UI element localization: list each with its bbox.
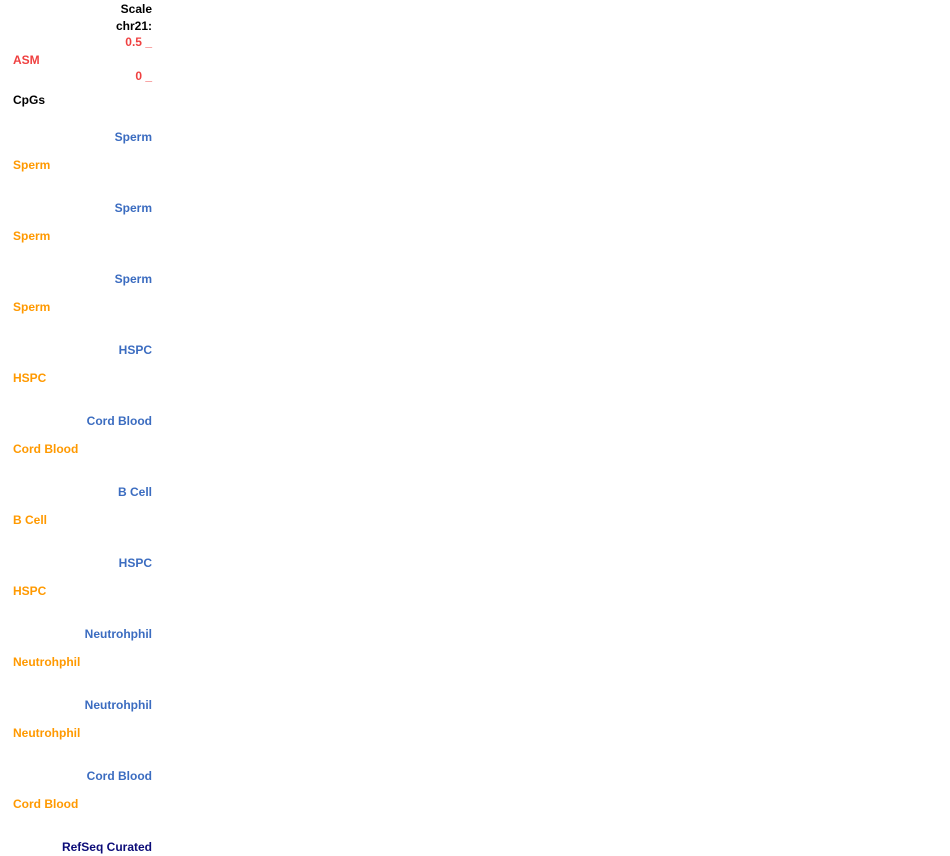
chromosome-position-label: chr21:	[115, 19, 152, 33]
track-left-label[interactable]: Neutrohphil	[13, 726, 81, 740]
track-left-label[interactable]: Sperm	[13, 158, 51, 172]
track-left-label[interactable]: Cord Blood	[13, 442, 79, 456]
track-right-label[interactable]: Sperm	[114, 201, 152, 215]
scale-label: Scale	[120, 2, 152, 16]
track-right-label[interactable]: Cord Blood	[86, 769, 152, 783]
track-right-label[interactable]: Sperm	[114, 272, 152, 286]
cpg-track-label[interactable]: CpGs	[13, 93, 46, 107]
track-left-label[interactable]: Sperm	[13, 300, 51, 314]
track-right-label[interactable]: HSPC	[118, 556, 152, 570]
track-right-label[interactable]: HSPC	[118, 343, 152, 357]
asm-axis-max-tick: 0.5 _	[125, 35, 152, 49]
track-left-label[interactable]: HSPC	[13, 584, 47, 598]
track-right-label[interactable]: Sperm	[114, 130, 152, 144]
track-right-label[interactable]: Neutrohphil	[84, 698, 152, 712]
track-left-label[interactable]: Sperm	[13, 229, 51, 243]
asm-track-label[interactable]: ASM	[13, 53, 40, 67]
asm-axis-min-tick: 0 _	[135, 69, 152, 83]
track-right-label[interactable]: Neutrohphil	[84, 627, 152, 641]
track-left-label[interactable]: B Cell	[13, 513, 48, 527]
track-left-label[interactable]: Neutrohphil	[13, 655, 81, 669]
track-left-label[interactable]: HSPC	[13, 371, 47, 385]
refseq-track-label[interactable]: RefSeq Curated	[61, 840, 152, 854]
track-right-label[interactable]: B Cell	[117, 485, 152, 499]
track-right-label[interactable]: Cord Blood	[86, 414, 152, 428]
track-left-label[interactable]: Cord Blood	[13, 797, 79, 811]
